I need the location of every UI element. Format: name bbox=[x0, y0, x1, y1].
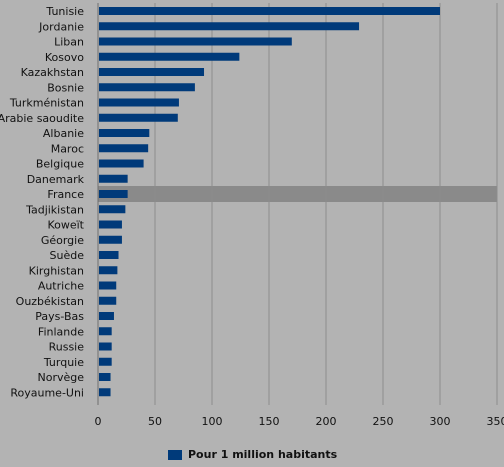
bar bbox=[99, 7, 440, 15]
bar bbox=[99, 98, 179, 107]
bar bbox=[99, 373, 111, 381]
y-tick-label: Suède bbox=[50, 249, 85, 262]
bar bbox=[99, 37, 292, 46]
bar bbox=[99, 357, 112, 366]
bar bbox=[99, 113, 178, 122]
y-tick-label: Autriche bbox=[38, 280, 84, 293]
bar bbox=[99, 342, 112, 351]
bar bbox=[99, 205, 126, 214]
y-tick-label: Liban bbox=[54, 36, 84, 49]
legend-label: Pour 1 million habitants bbox=[188, 448, 338, 461]
bar bbox=[99, 388, 111, 397]
bar-chart: 0 50 100 150 200 250 300 350 Tunisie Jordanie Liba… bbox=[0, 3, 504, 428]
x-tick-label: 0 bbox=[95, 415, 102, 428]
y-tick-label: Arabie saoudite bbox=[0, 112, 84, 125]
x-tick-label: 350 bbox=[487, 415, 504, 428]
y-tick-label: Ouzbékistan bbox=[16, 295, 84, 308]
y-tick-label: Bosnie bbox=[47, 81, 84, 94]
y-tick-label: Norvège bbox=[37, 371, 84, 384]
x-tick-label: 150 bbox=[259, 415, 280, 428]
bar bbox=[99, 174, 128, 183]
bar bbox=[99, 251, 119, 259]
y-tick-label: Tadjikistan bbox=[25, 203, 84, 216]
bar bbox=[99, 83, 195, 92]
y-tick-label: Turquie bbox=[43, 356, 84, 369]
y-tick-label: Belgique bbox=[36, 158, 84, 171]
highlight-band bbox=[98, 186, 497, 202]
bar bbox=[99, 235, 122, 244]
y-tick-label: Kirghistan bbox=[29, 264, 84, 277]
bar bbox=[99, 220, 122, 229]
bar bbox=[99, 159, 144, 168]
y-tick-label: Royaume-Uni bbox=[10, 386, 84, 399]
x-tick-label: 200 bbox=[316, 415, 337, 428]
bar bbox=[99, 68, 205, 76]
x-tick-label: 50 bbox=[148, 415, 162, 428]
y-tick-label: Albanie bbox=[43, 127, 84, 140]
bar bbox=[99, 129, 150, 137]
y-tick-label: Turkménistan bbox=[9, 97, 84, 110]
legend-swatch bbox=[168, 449, 182, 460]
y-tick-label: Kazakhstan bbox=[21, 66, 84, 79]
y-tick-label: Kosovo bbox=[45, 51, 84, 64]
bar bbox=[99, 281, 117, 290]
y-tick-label: France bbox=[47, 188, 84, 201]
x-tick-label: 300 bbox=[430, 415, 451, 428]
y-tick-label: Maroc bbox=[51, 142, 84, 155]
y-tick-label: Danemark bbox=[27, 173, 85, 186]
y-tick-label: Géorgie bbox=[41, 234, 84, 247]
y-tick-label: Tunisie bbox=[45, 5, 84, 18]
bar bbox=[99, 52, 240, 61]
bar bbox=[99, 327, 112, 336]
bar bbox=[99, 266, 118, 275]
bar bbox=[99, 144, 149, 153]
bar bbox=[99, 296, 117, 305]
y-tick-label: Koweït bbox=[47, 219, 84, 232]
bar bbox=[99, 22, 360, 31]
y-tick-label: Pays-Bas bbox=[35, 310, 84, 323]
bar bbox=[99, 190, 128, 198]
x-tick-label: 100 bbox=[202, 415, 223, 428]
y-tick-label: Finlande bbox=[38, 325, 84, 338]
bar bbox=[99, 312, 114, 320]
y-tick-label: Jordanie bbox=[38, 20, 84, 33]
legend: Pour 1 million habitants bbox=[168, 448, 337, 461]
x-tick-label: 250 bbox=[373, 415, 394, 428]
y-tick-label: Russie bbox=[49, 341, 85, 354]
